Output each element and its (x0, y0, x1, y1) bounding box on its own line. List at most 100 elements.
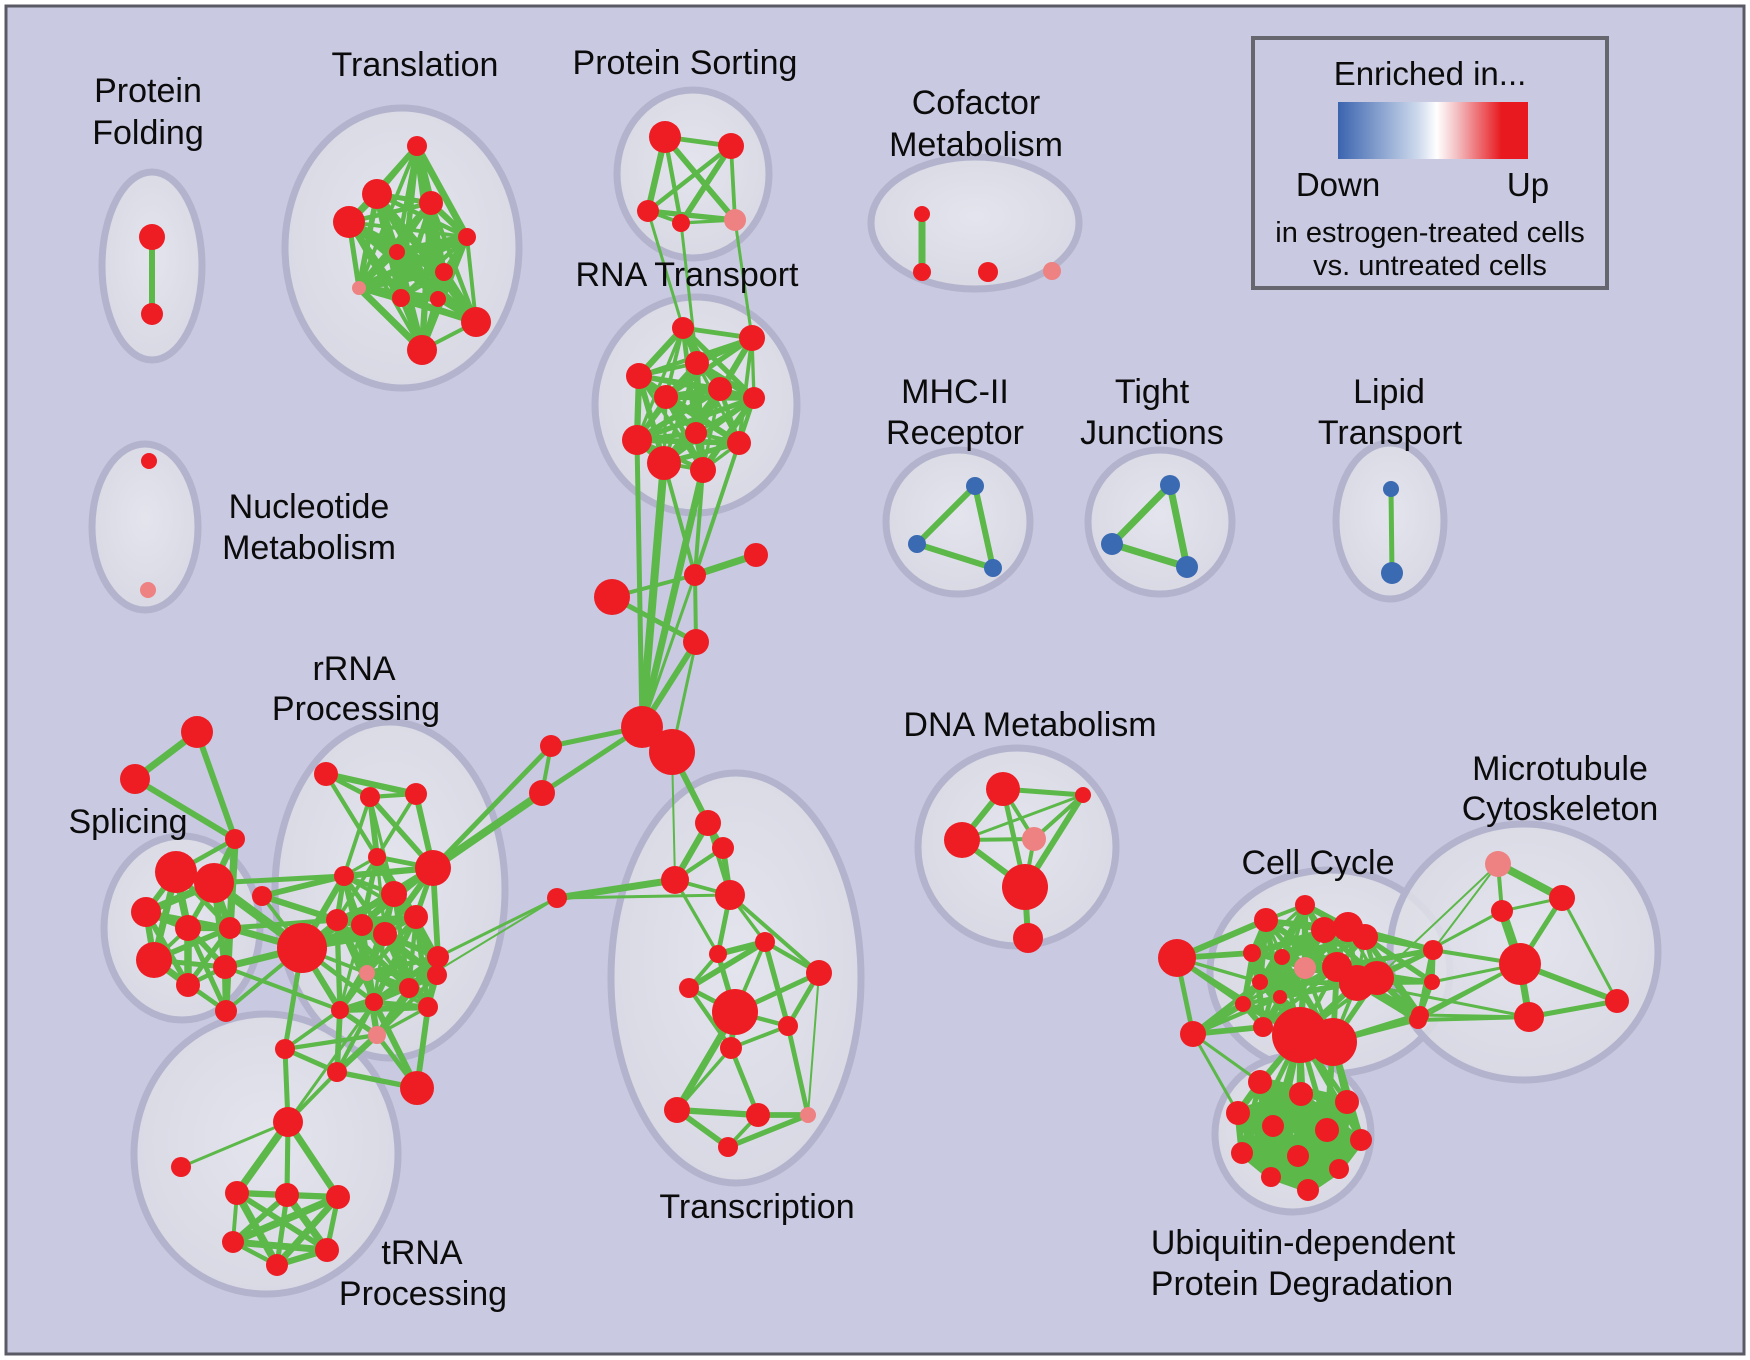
edge-trna (229, 1193, 342, 1246)
node-ubiquitin (1350, 1129, 1372, 1151)
node-rrna (427, 946, 449, 968)
node-transcription (664, 1097, 690, 1123)
node-transcription (718, 1137, 738, 1157)
node-transcription (709, 945, 727, 963)
edge-transcription (673, 878, 720, 956)
node-splicing (176, 973, 200, 997)
cluster-label-lipid: Transport (1318, 414, 1463, 452)
edge-protein-sorting (645, 143, 734, 214)
node-cellcycle (1274, 949, 1290, 965)
cluster-label-trna: Processing (339, 1275, 507, 1313)
node-rrna (400, 1071, 434, 1105)
node-translation (419, 191, 443, 215)
node-translation (362, 179, 392, 209)
node-cellcycle (1311, 917, 1337, 943)
node-rna-transport (685, 351, 709, 375)
node-protein-sorting (724, 209, 746, 231)
cluster-label-cofactor: Metabolism (889, 126, 1063, 164)
node-trna (266, 1254, 288, 1276)
cluster-ellipse-mhc (882, 446, 1034, 598)
edge-transcription (762, 939, 791, 1029)
cluster-label-rrna: Processing (272, 690, 440, 728)
node-splicing (194, 863, 234, 903)
cluster-label-cofactor: Cofactor (912, 84, 1041, 122)
node-rna-transport (626, 363, 652, 389)
node-cellcycle (1424, 974, 1440, 990)
node-trna (171, 1157, 191, 1177)
edge-translation (347, 220, 469, 239)
node-dna (986, 772, 1020, 806)
edge-rrna (283, 1008, 342, 1051)
edge-tight (1166, 481, 1191, 571)
edge-translation (355, 268, 448, 292)
node-ubiquitin (1287, 1145, 1309, 1167)
node-rrna (368, 848, 386, 866)
node-transcription (800, 1107, 816, 1123)
cluster-label-protein-folding: Folding (92, 114, 204, 152)
node-rrna (368, 1026, 386, 1044)
edge-microtubule (1560, 896, 1619, 1003)
node-transcription (695, 810, 721, 836)
edge-rrna (259, 873, 347, 899)
node-microtubule (1549, 885, 1575, 911)
node-splicing (219, 917, 241, 939)
node-dna (1002, 864, 1048, 910)
node-protein-folding (141, 303, 163, 325)
node-translation (407, 136, 427, 156)
node-rrna (360, 787, 380, 807)
edge-rrna (282, 1032, 380, 1052)
node-connectors (621, 706, 663, 748)
node-transcription (712, 989, 758, 1035)
cluster-label-trna: tRNA (381, 1234, 463, 1272)
node-microtubule (1605, 989, 1629, 1013)
node-ubiquitin (1289, 1082, 1313, 1106)
node-tight (1160, 475, 1180, 495)
node-transcription (712, 837, 734, 859)
node-rrna (326, 909, 348, 931)
node-rrna (314, 762, 338, 786)
node-translation (458, 228, 476, 246)
node-protein-sorting (718, 133, 744, 159)
node-translation (461, 307, 491, 337)
edge-link (638, 466, 707, 731)
node-splicing (215, 1000, 237, 1022)
node-trna (326, 1185, 350, 1209)
edge-link (646, 209, 685, 330)
node-rna-transport (685, 422, 707, 444)
node-transcription (715, 880, 745, 910)
node-rna-transport (654, 385, 678, 409)
node-dna (1013, 923, 1043, 953)
node-rrna (351, 914, 373, 936)
node-splicing (136, 942, 172, 978)
node-cellcycle (1409, 1011, 1427, 1029)
node-transcription (679, 978, 699, 998)
node-trna (222, 1231, 244, 1253)
node-rrna (399, 978, 419, 998)
node-dna (1022, 827, 1046, 851)
edge-splicing (194, 729, 238, 842)
node-transcription (806, 960, 832, 986)
edge-translation (413, 142, 471, 241)
edge-rrna (335, 855, 379, 922)
edge-cellcycle (1190, 994, 1283, 1037)
node-ubiquitin (1226, 1101, 1250, 1125)
node-rrna (404, 905, 428, 929)
node-nucleotide (141, 453, 157, 469)
node-rna-transport (690, 457, 716, 483)
node-cellcycle (1254, 908, 1278, 932)
node-rrna (334, 866, 354, 886)
edge-transcription (686, 939, 768, 991)
edge-rrna (364, 954, 441, 976)
node-rrna (359, 965, 375, 981)
node-microtubule (1499, 943, 1541, 985)
edge-rna-transport (635, 326, 685, 442)
node-rrna (331, 1001, 349, 1019)
cluster-label-protein-folding: Protein (94, 72, 202, 110)
node-cellcycle (1180, 1021, 1206, 1047)
node-mhc (966, 477, 984, 495)
node-connectors (684, 564, 706, 586)
edge-transcription (725, 1112, 811, 1150)
node-rrna (415, 850, 451, 886)
cluster-label-ubiquitin: Ubiquitin-dependent (1151, 1224, 1456, 1262)
